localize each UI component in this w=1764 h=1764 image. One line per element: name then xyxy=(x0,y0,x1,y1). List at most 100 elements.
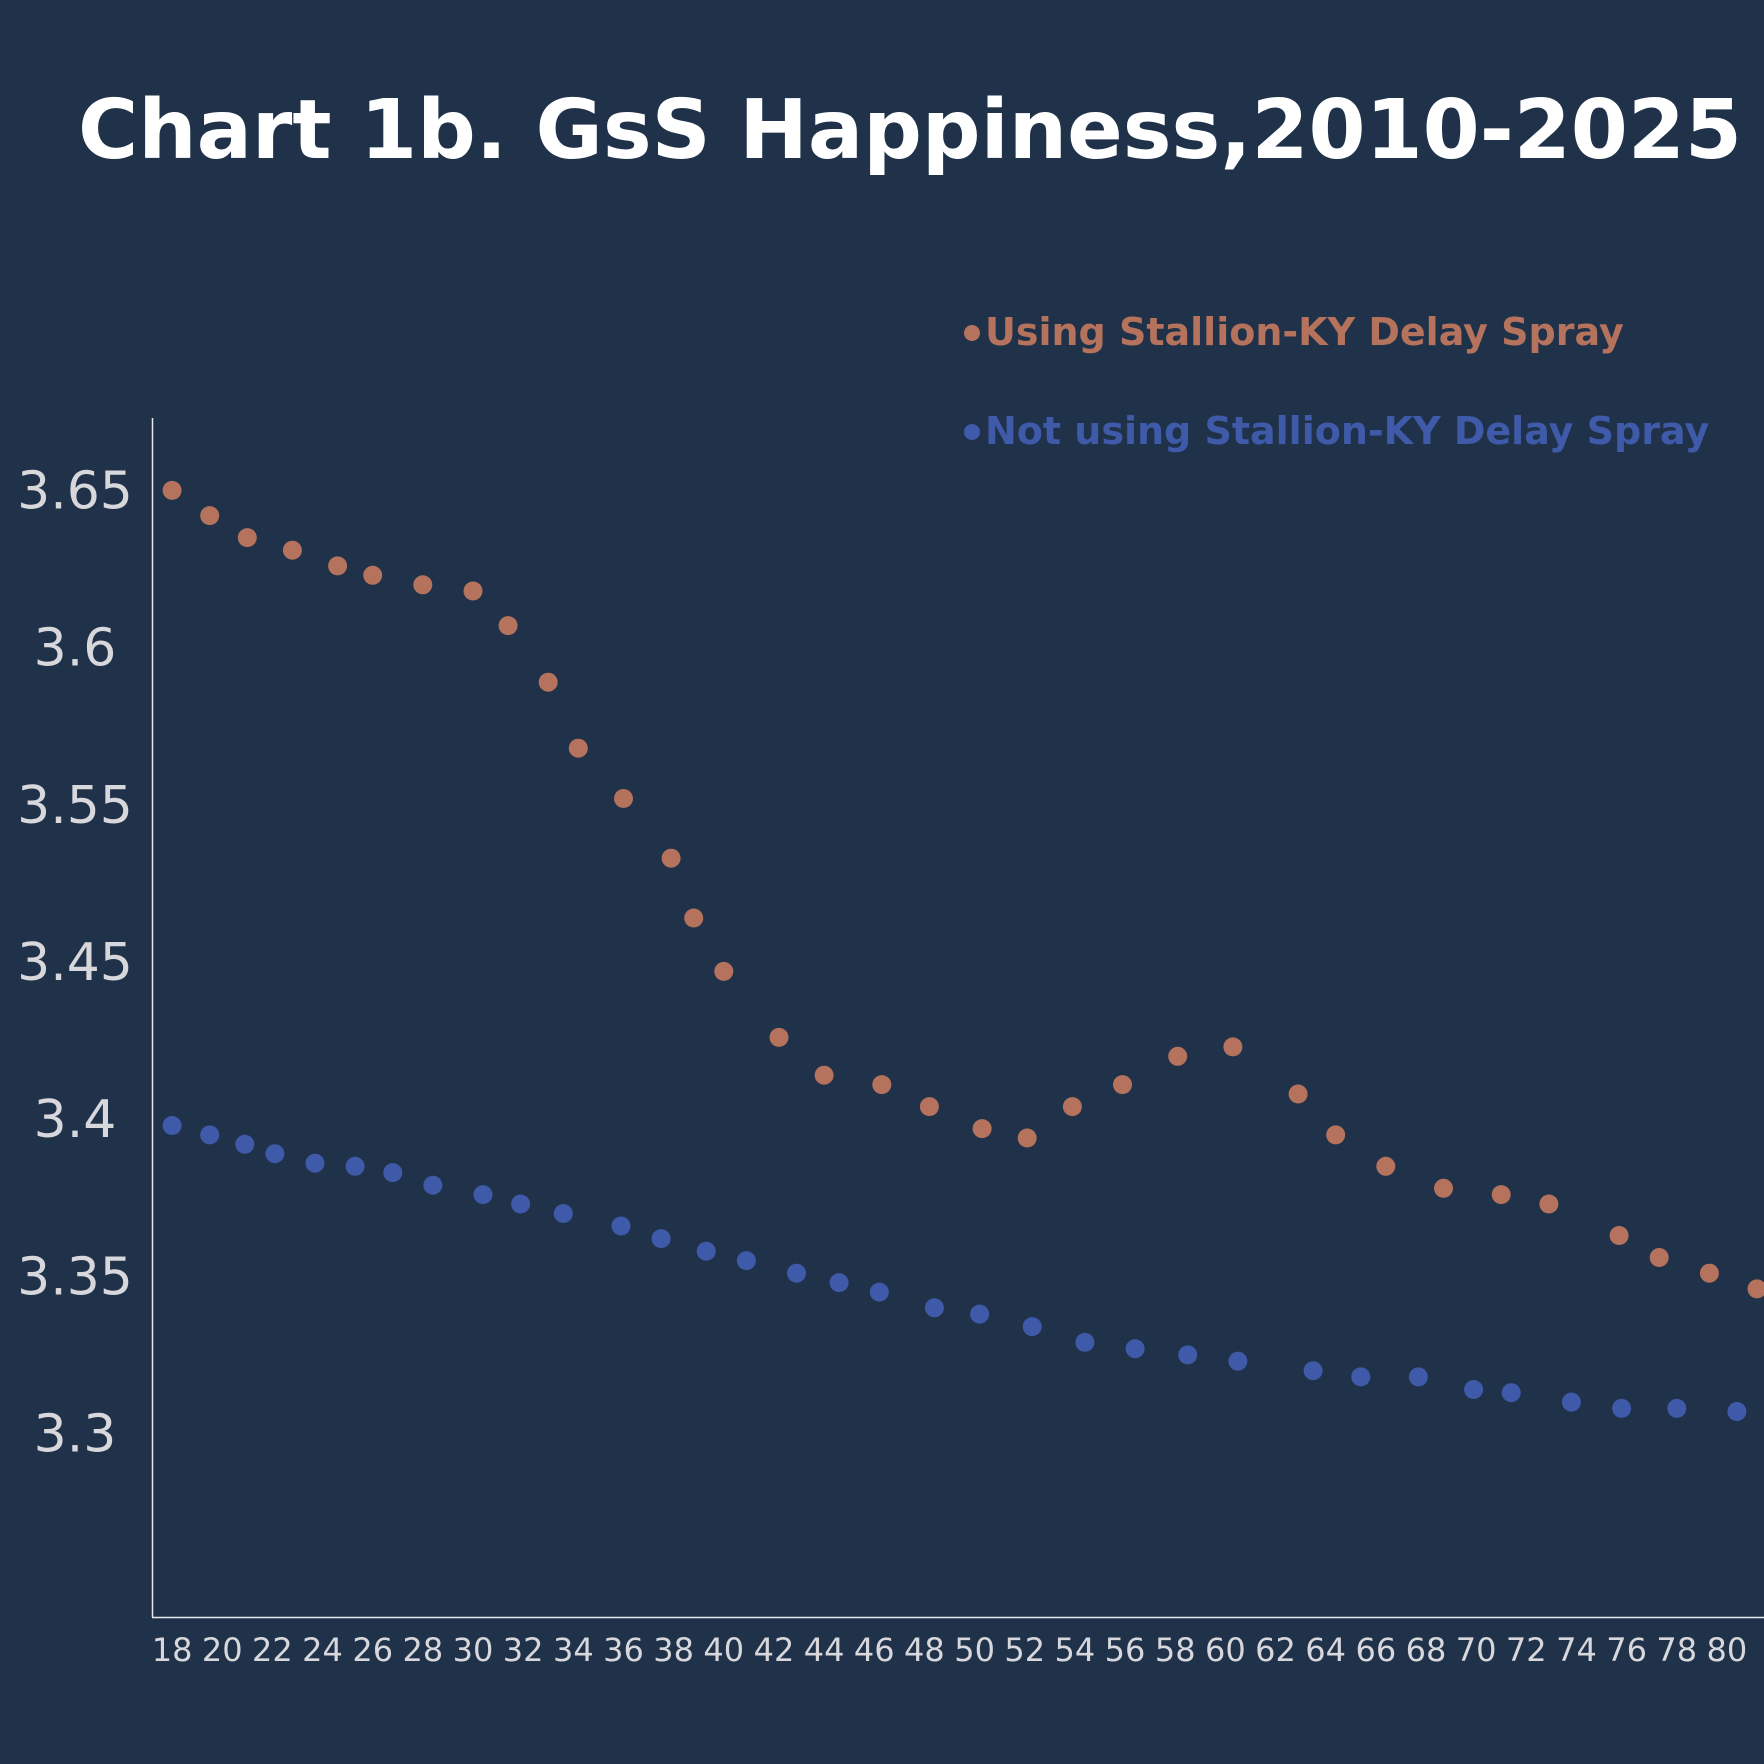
x-tick-label: 34 xyxy=(553,1631,594,1669)
legend-marker-using xyxy=(964,325,980,341)
data-point-not-using xyxy=(1612,1398,1632,1418)
data-point-using xyxy=(1699,1263,1719,1283)
data-point-not-using xyxy=(423,1175,443,1195)
data-point-using xyxy=(568,738,588,758)
data-point-using xyxy=(1491,1185,1511,1205)
x-tick-label: 76 xyxy=(1606,1631,1647,1669)
data-point-not-using xyxy=(1303,1361,1323,1381)
y-tick-label: 3.65 xyxy=(17,461,133,521)
data-point-using xyxy=(1326,1125,1346,1145)
x-tick-label: 44 xyxy=(804,1631,845,1669)
data-point-using xyxy=(237,528,257,548)
data-point-using xyxy=(919,1097,939,1117)
x-tick-label: 50 xyxy=(954,1631,995,1669)
x-tick-label: 22 xyxy=(252,1631,293,1669)
data-point-not-using xyxy=(1667,1398,1687,1418)
x-tick-label: 66 xyxy=(1355,1631,1396,1669)
x-tick-label: 52 xyxy=(1004,1631,1045,1669)
data-point-not-using xyxy=(611,1216,631,1236)
data-point-not-using xyxy=(1125,1339,1145,1359)
data-point-using xyxy=(413,575,433,595)
data-point-not-using xyxy=(651,1229,671,1249)
legend-marker-not-using xyxy=(964,424,980,440)
data-point-not-using xyxy=(1727,1402,1747,1421)
data-point-using xyxy=(1288,1084,1308,1104)
x-tick-label: 46 xyxy=(854,1631,895,1669)
data-point-using xyxy=(614,789,633,808)
x-tick-label: 64 xyxy=(1305,1631,1346,1669)
x-tick-label: 40 xyxy=(703,1631,744,1669)
data-point-not-using xyxy=(829,1273,849,1293)
data-point-not-using xyxy=(869,1282,889,1302)
data-point-not-using xyxy=(1075,1332,1095,1352)
data-point-using xyxy=(714,961,734,981)
data-point-not-using xyxy=(511,1194,531,1214)
y-tick-label: 3.3 xyxy=(34,1405,117,1465)
data-point-not-using xyxy=(305,1153,325,1173)
x-tick-label: 18 xyxy=(152,1631,193,1669)
data-point-using xyxy=(282,540,302,560)
data-point-not-using xyxy=(1351,1367,1371,1387)
legend: Using Stallion-KY Delay Spray Not using … xyxy=(964,310,1709,453)
x-tick-label: 20 xyxy=(202,1631,243,1669)
data-point-using xyxy=(1223,1037,1243,1057)
data-point-not-using xyxy=(235,1134,255,1154)
data-point-not-using xyxy=(1228,1351,1248,1371)
data-point-using xyxy=(1609,1226,1629,1245)
y-tick-label: 3.35 xyxy=(17,1247,133,1307)
x-tick-label: 48 xyxy=(904,1631,945,1669)
x-tick-label: 24 xyxy=(302,1631,343,1669)
x-tick-label: 26 xyxy=(352,1631,393,1669)
data-point-using xyxy=(1539,1194,1559,1214)
data-point-not-using xyxy=(787,1263,806,1283)
data-point-using xyxy=(1062,1097,1082,1117)
y-axis-ticks: 3.65 3.6 3.55 3.45 3.4 3.35 3.3 xyxy=(17,461,133,1464)
x-tick-label: 72 xyxy=(1506,1631,1547,1669)
x-tick-label: 60 xyxy=(1205,1631,1246,1669)
data-point-not-using xyxy=(1464,1380,1484,1399)
x-axis-ticks: 18 20 22 24 26 28 30 32 34 36 38 40 42 44 46 48 50 52 54 56… xyxy=(152,1631,1748,1669)
data-point-using xyxy=(162,480,182,500)
data-point-using xyxy=(1113,1075,1132,1095)
x-tick-label: 58 xyxy=(1155,1631,1196,1669)
data-point-using xyxy=(769,1027,789,1047)
data-point-not-using xyxy=(1501,1383,1521,1403)
x-tick-label: 42 xyxy=(754,1631,795,1669)
data-point-using xyxy=(498,616,518,636)
x-tick-label: 68 xyxy=(1406,1631,1447,1669)
data-point-using xyxy=(872,1075,892,1095)
data-point-not-using xyxy=(553,1204,573,1223)
data-point-not-using xyxy=(473,1185,493,1205)
data-point-using xyxy=(684,908,704,928)
legend-label-using: Using Stallion-KY Delay Spray xyxy=(985,310,1624,354)
data-point-using xyxy=(972,1119,992,1139)
data-point-not-using xyxy=(970,1304,990,1324)
data-point-not-using xyxy=(345,1156,365,1176)
data-point-not-using xyxy=(1022,1317,1042,1337)
data-point-using xyxy=(1747,1279,1764,1299)
data-point-using xyxy=(1649,1248,1669,1267)
data-point-not-using xyxy=(1408,1367,1428,1387)
x-tick-label: 28 xyxy=(402,1631,443,1669)
data-point-not-using xyxy=(1178,1345,1198,1365)
data-point-not-using xyxy=(265,1144,285,1164)
data-point-not-using xyxy=(1561,1392,1581,1412)
x-tick-label: 80 xyxy=(1707,1631,1748,1669)
data-point-not-using xyxy=(383,1163,403,1183)
x-tick-label: 54 xyxy=(1055,1631,1096,1669)
x-tick-label: 32 xyxy=(503,1631,544,1669)
data-point-using xyxy=(661,848,681,868)
data-point-not-using xyxy=(200,1125,220,1145)
y-tick-label: 3.55 xyxy=(17,776,133,836)
data-point-using xyxy=(363,565,383,585)
data-point-using xyxy=(814,1065,834,1085)
x-tick-label: 36 xyxy=(603,1631,644,1669)
y-tick-label: 3.4 xyxy=(34,1090,117,1150)
data-point-using xyxy=(463,581,483,601)
data-point-not-using xyxy=(162,1116,182,1135)
data-point-not-using xyxy=(696,1241,716,1261)
data-points xyxy=(162,480,1764,1421)
x-tick-label: 70 xyxy=(1456,1631,1497,1669)
